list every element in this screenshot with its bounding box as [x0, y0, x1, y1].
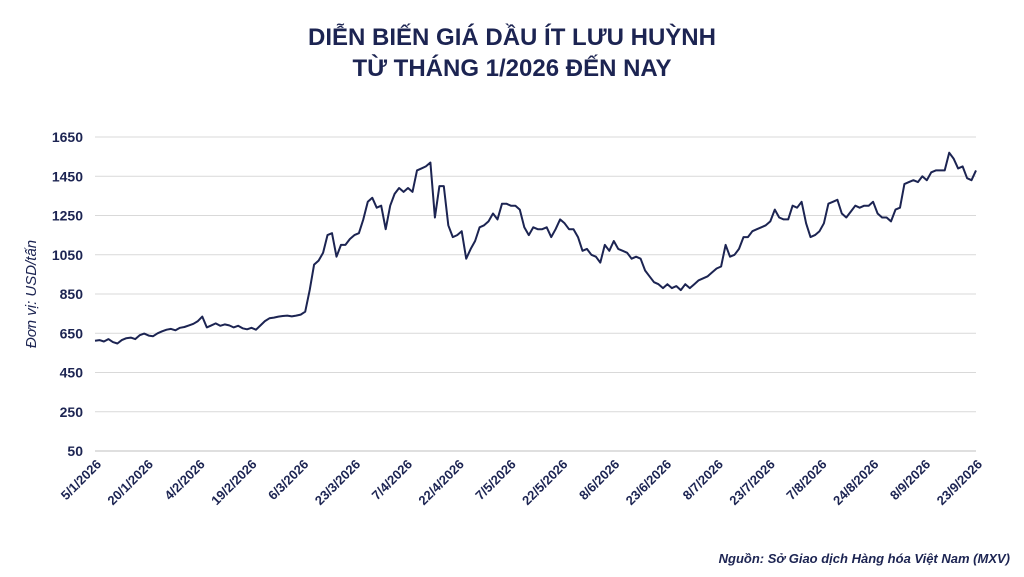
chart-title-line-2: TỪ THÁNG 1/2026 ĐẾN NAY — [352, 55, 672, 82]
x-tick-label: 7/4/2026 — [369, 457, 415, 503]
y-tick-label: 50 — [67, 443, 83, 459]
x-tick-label: 6/3/2026 — [265, 457, 311, 503]
x-tick-label: 8/7/2026 — [680, 457, 726, 503]
y-tick-label: 450 — [60, 365, 84, 381]
price-line — [94, 151, 977, 345]
x-tick-label: 23/3/2026 — [312, 457, 364, 509]
y-tick-label: 1050 — [52, 247, 83, 263]
x-tick-label: 23/6/2026 — [623, 457, 675, 509]
x-tick-label: 20/1/2026 — [104, 457, 156, 509]
x-tick-label: 7/8/2026 — [783, 457, 829, 503]
y-tick-label: 650 — [60, 325, 84, 341]
y-tick-label: 1250 — [52, 208, 83, 224]
y-tick-label: 250 — [60, 404, 84, 420]
chart-title-line-1: DIỄN BIẾN GIÁ DẦU ÍT LƯU HUỲNH — [308, 24, 716, 51]
x-tick-label: 8/9/2026 — [887, 457, 933, 503]
x-tick-label: 8/6/2026 — [576, 457, 622, 503]
x-tick-label: 22/4/2026 — [415, 457, 467, 509]
y-tick-labels: 50 250 450 650 850 1050 1250 1450 1650 — [52, 129, 83, 459]
x-tick-label: 23/7/2026 — [726, 457, 778, 509]
x-tick-label: 19/2/2026 — [208, 457, 260, 509]
x-tick-label: 7/5/2026 — [472, 457, 518, 503]
y-tick-label: 1450 — [52, 168, 83, 184]
y-tick-label: 1650 — [52, 129, 83, 145]
x-tick-label: 24/8/2026 — [830, 457, 882, 509]
x-tick-label: 23/9/2026 — [934, 457, 986, 509]
x-tick-label: 5/1/2026 — [58, 457, 104, 503]
chart-title: DIỄN BIẾN GIÁ DẦU ÍT LƯU HUỲNH TỪ THÁNG … — [0, 22, 1024, 84]
grid-lines — [95, 136, 976, 413]
x-tick-label: 22/5/2026 — [519, 457, 571, 509]
series-group — [94, 151, 977, 345]
source-note: Nguồn: Sở Giao dịch Hàng hóa Việt Nam (M… — [718, 551, 1010, 566]
y-axis-label: Đơn vị: USD/tấn — [23, 240, 40, 348]
x-tick-label: 4/2/2026 — [161, 457, 207, 503]
y-tick-label: 850 — [60, 286, 84, 302]
x-tick-labels: 5/1/2026 20/1/2026 4/2/2026 19/2/2026 6/3/20… — [58, 457, 985, 509]
